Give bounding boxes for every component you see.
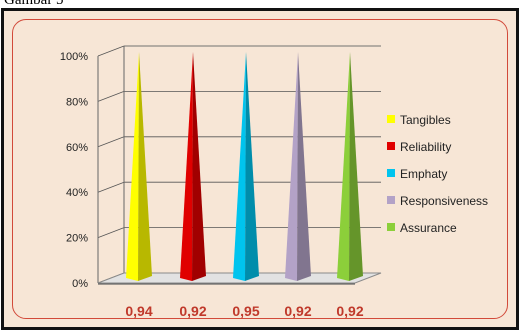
legend-swatch	[387, 196, 395, 204]
gridline-side	[97, 45, 125, 57]
data-label: 0,92	[179, 303, 206, 319]
y-tick-label: 20%	[66, 233, 88, 245]
cone-bar-side	[138, 52, 152, 281]
cone-bar-front	[180, 52, 193, 281]
legend-swatch	[387, 115, 395, 123]
cone-bar-front	[337, 52, 350, 281]
data-label: 0,92	[284, 303, 311, 319]
y-tick-label: 80%	[66, 96, 88, 108]
legend-label: Reliability	[400, 140, 451, 154]
cone-bar-front	[233, 52, 246, 281]
legend-swatch	[387, 142, 395, 150]
gridline-side	[97, 181, 125, 193]
cone-bar-front	[126, 52, 139, 281]
chart-frame-border	[12, 19, 508, 319]
gridline-side	[97, 136, 125, 148]
cone-bar-side	[192, 52, 206, 281]
data-label: 0,95	[232, 303, 259, 319]
cone-bar-side	[349, 52, 363, 281]
legend-label: Emphaty	[400, 167, 447, 181]
y-tick-label: 60%	[66, 142, 88, 154]
figure-caption: Gambar 5	[4, 0, 64, 8]
cone-bar-front	[285, 52, 298, 281]
legend-label: Assurance	[400, 221, 457, 235]
data-label: 0,92	[336, 303, 363, 319]
gridline-side	[97, 91, 125, 102]
legend-label: Responsiveness	[400, 194, 488, 208]
legend-swatch	[387, 223, 395, 231]
data-label: 0,94	[125, 303, 152, 319]
legend-label: Tangibles	[400, 113, 451, 127]
cone-bar-side	[297, 52, 311, 281]
y-tick-label: 100%	[60, 51, 88, 63]
cone-bar-side	[245, 52, 259, 281]
gridline-side	[97, 227, 125, 238]
y-tick-label: 40%	[66, 187, 88, 199]
y-tick-label: 0%	[72, 278, 88, 290]
legend-swatch	[387, 169, 395, 177]
